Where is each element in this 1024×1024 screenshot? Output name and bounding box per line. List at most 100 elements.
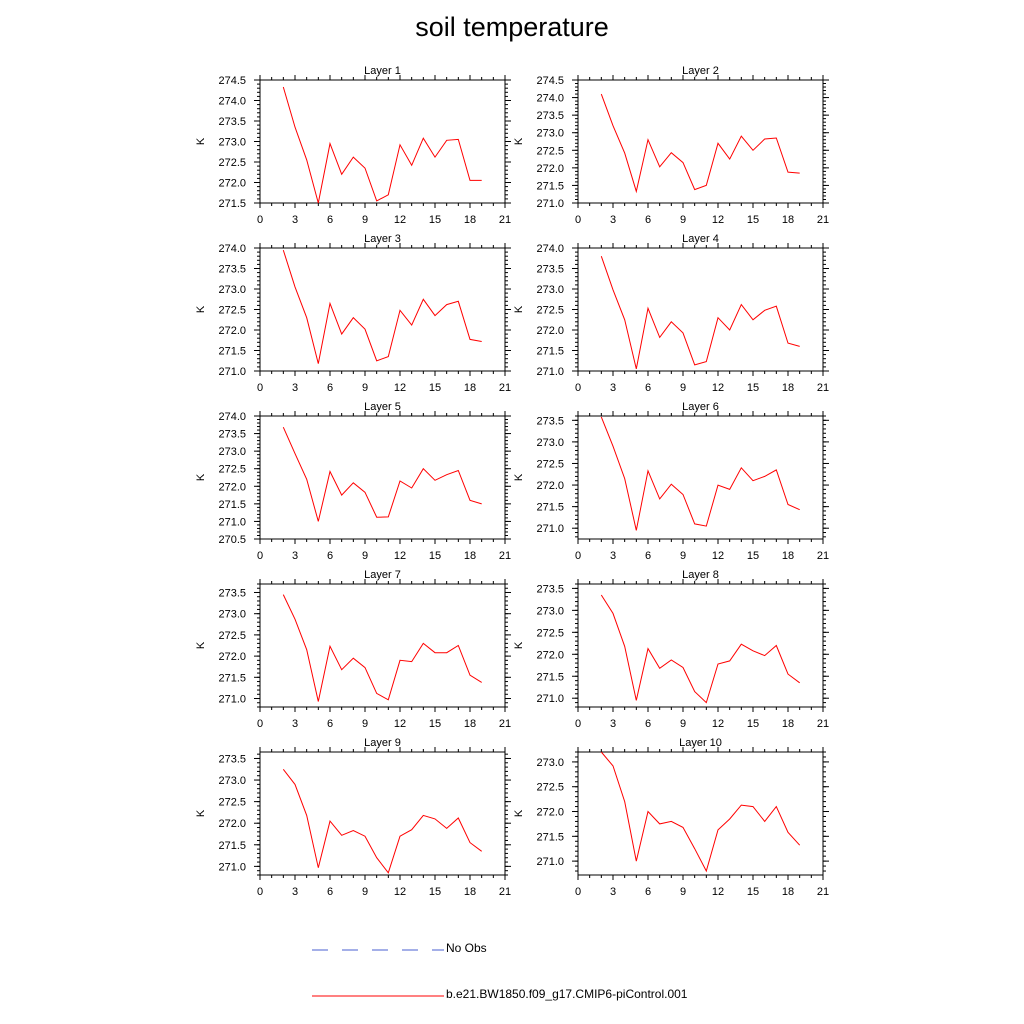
panel-title: Layer 9: [364, 737, 401, 749]
x-tick-label: 18: [464, 382, 476, 394]
series-line: [600, 93, 800, 194]
x-tick-label: 15: [747, 214, 759, 226]
x-tick-label: 0: [257, 382, 263, 394]
y-tick-label: 273.5: [536, 583, 564, 595]
x-tick-label: 15: [747, 550, 759, 562]
x-tick-label: 12: [712, 214, 724, 226]
y-tick-label: 274.0: [536, 93, 564, 105]
x-tick-label: 6: [645, 214, 651, 226]
y-tick-label: 271.0: [536, 198, 564, 210]
x-tick-label: 0: [257, 718, 263, 730]
y-tick-label: 272.5: [218, 305, 246, 317]
panel-layer-4: Layer 4 0 3 6 9 12 15 18 21 271.0 271.5 272.0 272.5 2…: [513, 233, 829, 394]
plot-frame: [577, 751, 824, 876]
x-tick-label: 15: [429, 550, 441, 562]
y-tick-label: 272.0: [536, 807, 564, 819]
y-tick-label: 273.5: [218, 429, 246, 441]
y-tick-label: 272.5: [218, 630, 246, 642]
series-line: [600, 751, 801, 873]
series-line: [282, 86, 482, 204]
panel-layer-10: Layer 10 0 3 6 9 12 15 18 21 271.0 271.5 272.0 272.5…: [513, 737, 829, 898]
series-line: [282, 768, 482, 874]
panel-title: Layer 5: [364, 401, 401, 413]
y-tick-label: 272.5: [536, 782, 564, 794]
x-tick-label: 21: [817, 718, 829, 730]
y-axis-label: K: [195, 137, 207, 145]
y-axis-label: K: [513, 809, 525, 817]
series-line: [600, 416, 800, 531]
y-tick-label: 274.5: [218, 75, 246, 87]
x-tick-label: 0: [575, 886, 581, 898]
y-tick-label: 271.0: [218, 694, 246, 706]
y-axis-label: K: [195, 305, 207, 313]
x-tick-label: 15: [429, 382, 441, 394]
plot-frame: [259, 79, 506, 204]
y-tick-label: 271.5: [536, 671, 564, 683]
x-tick-label: 21: [499, 886, 511, 898]
y-tick-label: 273.5: [536, 110, 564, 122]
y-tick-label: 271.5: [218, 346, 246, 358]
x-tick-label: 0: [575, 718, 581, 730]
x-tick-label: 15: [429, 214, 441, 226]
x-tick-label: 18: [782, 214, 794, 226]
x-tick-label: 9: [362, 214, 368, 226]
panel-layer-9: Layer 9 0 3 6 9 12 15 18 21 271.0 271.5 272.0 272.5 2…: [195, 737, 511, 898]
series-line: [282, 249, 482, 364]
y-tick-label: 273.5: [536, 264, 564, 276]
y-tick-label: 272.5: [536, 627, 564, 639]
x-tick-label: 9: [680, 886, 686, 898]
y-tick-label: 272.5: [218, 797, 246, 809]
x-tick-label: 9: [362, 550, 368, 562]
x-tick-label: 18: [782, 886, 794, 898]
x-tick-label: 9: [680, 214, 686, 226]
panel-title: Layer 1: [364, 65, 401, 77]
y-tick-label: 274.0: [218, 411, 246, 423]
x-tick-label: 3: [610, 550, 616, 562]
x-tick-label: 0: [257, 886, 263, 898]
legend-item-model-run: b.e21.BW1850.f09_g17.CMIP6-piControl.001: [312, 986, 812, 1006]
x-tick-label: 6: [327, 718, 333, 730]
x-tick-label: 6: [645, 718, 651, 730]
x-tick-label: 12: [712, 550, 724, 562]
x-tick-label: 3: [610, 886, 616, 898]
y-tick-label: 273.0: [536, 437, 564, 449]
x-tick-label: 15: [747, 718, 759, 730]
y-tick-label: 270.5: [218, 534, 246, 546]
y-axis-label: K: [513, 641, 525, 649]
panel-title: Layer 3: [364, 233, 401, 245]
panel-layer-1: Layer 1 0 3 6 9 12 15 18 21 271.5 272.0 272.5 273.0 2…: [195, 65, 511, 226]
y-tick-label: 272.0: [536, 480, 564, 492]
x-tick-label: 12: [712, 382, 724, 394]
legend-item-no-obs: No Obs: [312, 940, 812, 960]
y-tick-label: 271.5: [536, 180, 564, 192]
y-tick-label: 271.5: [536, 831, 564, 843]
x-tick-label: 0: [257, 214, 263, 226]
plot-frame: [259, 583, 506, 708]
x-tick-label: 0: [575, 214, 581, 226]
x-tick-label: 12: [394, 382, 406, 394]
y-tick-label: 274.5: [536, 75, 564, 87]
x-tick-label: 3: [292, 550, 298, 562]
plot-frame: [259, 247, 506, 372]
panel-title: Layer 4: [682, 233, 719, 245]
y-tick-label: 271.0: [218, 366, 246, 378]
y-tick-label: 273.5: [218, 587, 246, 599]
x-tick-label: 21: [499, 550, 511, 562]
x-tick-label: 21: [499, 214, 511, 226]
x-tick-label: 18: [782, 382, 794, 394]
y-tick-label: 273.0: [218, 775, 246, 787]
y-tick-label: 274.0: [536, 243, 564, 255]
y-tick-label: 272.0: [218, 178, 246, 190]
panel-layer-2: Layer 2 0 3 6 9 12 15 18 21 271.0 271.5 272.0 272.5 2…: [513, 65, 829, 226]
y-tick-label: 272.0: [218, 481, 246, 493]
x-tick-label: 12: [394, 214, 406, 226]
x-tick-label: 9: [680, 382, 686, 394]
y-axis-label: K: [195, 809, 207, 817]
y-tick-label: 274.0: [218, 96, 246, 108]
y-tick-label: 271.5: [218, 198, 246, 210]
y-tick-label: 273.5: [218, 753, 246, 765]
y-tick-label: 273.5: [218, 116, 246, 128]
legend-label-no-obs: No Obs: [446, 941, 487, 955]
y-tick-label: 271.0: [218, 516, 246, 528]
